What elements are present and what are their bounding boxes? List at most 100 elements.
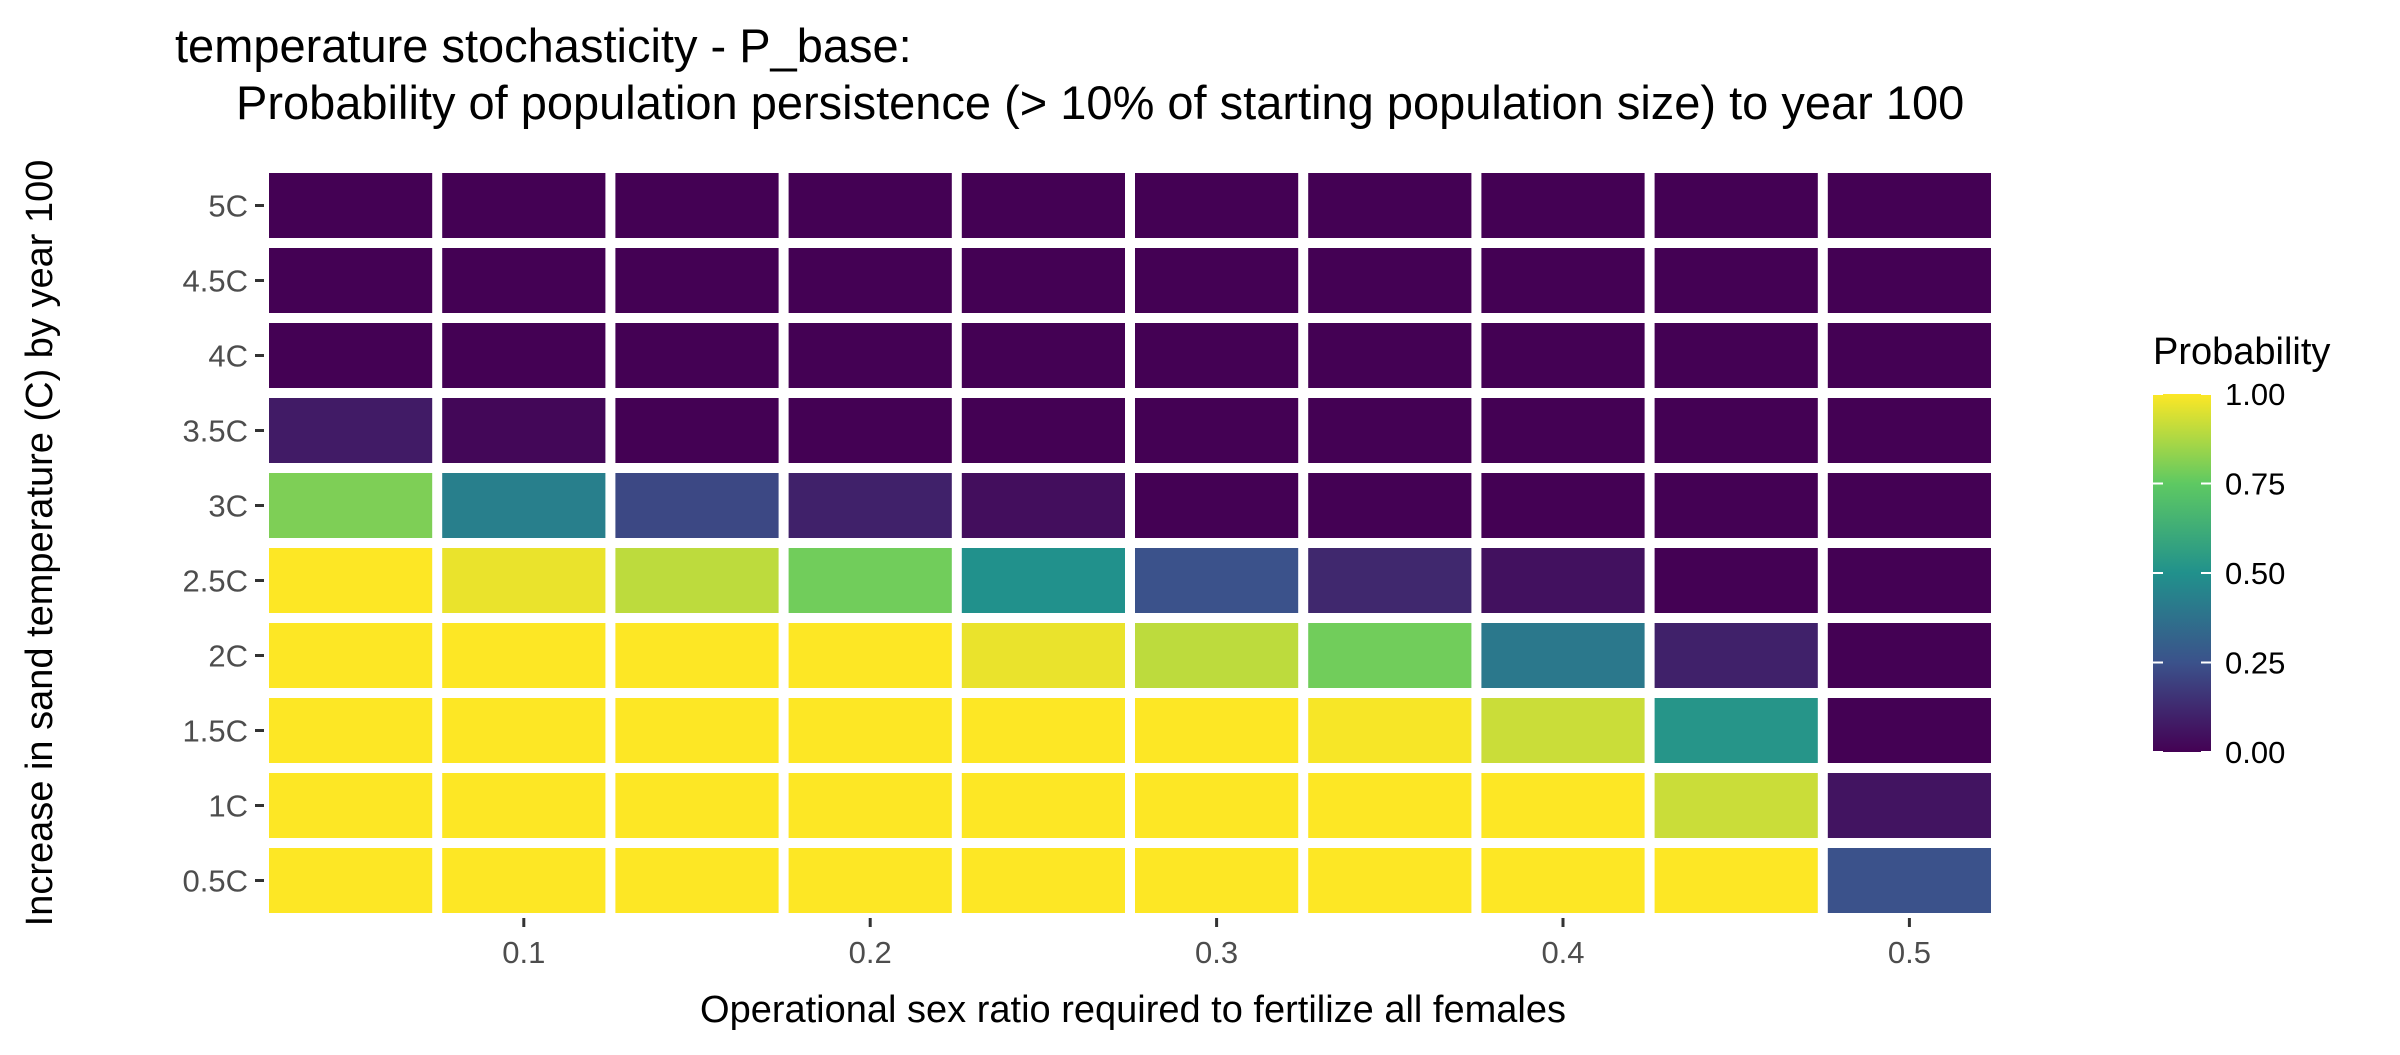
heatmap-tile <box>615 323 779 388</box>
heatmap-tile <box>1481 173 1645 238</box>
heatmap-tile <box>1481 848 1645 913</box>
heatmap-tile <box>961 848 1125 913</box>
heatmap-tile <box>1308 248 1472 313</box>
y-tick-label: 2.5C <box>183 564 248 599</box>
heatmap-tile <box>961 623 1125 688</box>
y-tick-label: 4C <box>208 339 248 374</box>
x-axis-ticks: 0.1 0.2 0.3 0.4 0.5 <box>502 918 1931 970</box>
heatmap-tile <box>615 698 779 763</box>
heatmap-tile <box>1481 398 1645 463</box>
heatmap-tiles <box>269 173 1991 913</box>
heatmap-tile <box>1308 848 1472 913</box>
heatmap-tile <box>788 473 952 538</box>
heatmap-tile <box>442 398 606 463</box>
heatmap-tile <box>442 248 606 313</box>
heatmap-tile <box>1481 548 1645 613</box>
y-tick-label: 3.5C <box>183 414 248 449</box>
heatmap-tile <box>1827 698 1991 763</box>
heatmap-tile <box>961 173 1125 238</box>
heatmap-tile <box>442 548 606 613</box>
heatmap-tile <box>1827 398 1991 463</box>
heatmap-tile <box>1827 473 1991 538</box>
legend-tick-label: 1.00 <box>2225 377 2285 412</box>
heatmap-tile <box>615 848 779 913</box>
heatmap-tile <box>1481 473 1645 538</box>
heatmap-tile <box>788 398 952 463</box>
y-tick-label: 1.5C <box>183 714 248 749</box>
heatmap-tile <box>269 773 433 838</box>
heatmap-tile <box>1135 848 1299 913</box>
heatmap-tile <box>1481 623 1645 688</box>
heatmap-tile <box>1135 773 1299 838</box>
heatmap-tile <box>1827 773 1991 838</box>
heatmap-tile <box>442 323 606 388</box>
heatmap-tile <box>1827 173 1991 238</box>
heatmap-tile <box>269 623 433 688</box>
heatmap-tile <box>1308 173 1472 238</box>
heatmap-tile <box>961 773 1125 838</box>
heatmap-tile <box>788 548 952 613</box>
x-tick-label: 0.3 <box>1195 935 1238 970</box>
heatmap-tile <box>961 323 1125 388</box>
heatmap-tile <box>1135 248 1299 313</box>
heatmap-tile <box>1135 323 1299 388</box>
heatmap-tile <box>961 548 1125 613</box>
heatmap-tile <box>442 848 606 913</box>
heatmap-tile <box>269 173 433 238</box>
legend-tick-label: 0.25 <box>2225 646 2285 681</box>
heatmap-tile <box>1135 173 1299 238</box>
heatmap-tile <box>615 623 779 688</box>
heatmap-tile <box>961 248 1125 313</box>
x-tick-label: 0.1 <box>502 935 545 970</box>
heatmap-tile <box>788 698 952 763</box>
legend-title: Probability <box>2153 331 2330 373</box>
heatmap-tile <box>1481 248 1645 313</box>
heatmap-tile <box>1827 248 1991 313</box>
heatmap-tile <box>1135 548 1299 613</box>
heatmap-tile <box>1308 398 1472 463</box>
heatmap-tile <box>442 773 606 838</box>
heatmap-tile <box>615 173 779 238</box>
legend-tick-label: 0.50 <box>2225 556 2285 591</box>
heatmap-tile <box>269 548 433 613</box>
heatmap-tile <box>1654 248 1818 313</box>
heatmap-tile <box>442 173 606 238</box>
heatmap-tile <box>615 773 779 838</box>
heatmap-tile <box>1481 323 1645 388</box>
heatmap-tile <box>1135 473 1299 538</box>
heatmap-tile <box>615 548 779 613</box>
heatmap-tile <box>1135 698 1299 763</box>
heatmap-tile <box>269 848 433 913</box>
heatmap-tile <box>961 398 1125 463</box>
heatmap-tile <box>1654 548 1818 613</box>
heatmap-tile <box>1135 398 1299 463</box>
heatmap-tile <box>1827 548 1991 613</box>
heatmap-tile <box>1827 848 1991 913</box>
heatmap-tile <box>1654 773 1818 838</box>
x-tick-label: 0.2 <box>849 935 892 970</box>
heatmap-tile <box>1135 623 1299 688</box>
heatmap-tile <box>788 773 952 838</box>
legend-tick-label: 0.75 <box>2225 467 2285 502</box>
x-tick-label: 0.4 <box>1541 935 1584 970</box>
heatmap-tile <box>442 623 606 688</box>
heatmap-tile <box>1654 173 1818 238</box>
y-tick-label: 5C <box>208 189 248 224</box>
heatmap-tile <box>788 323 952 388</box>
y-tick-label: 4.5C <box>183 264 248 299</box>
heatmap-tile <box>1308 773 1472 838</box>
heatmap-tile <box>788 623 952 688</box>
y-axis-ticks: 0.5C 1C 1.5C 2C 2.5C 3C 3.5C 4C 4.5C 5C <box>183 189 264 899</box>
heatmap-tile <box>442 698 606 763</box>
heatmap-tile <box>1654 323 1818 388</box>
heatmap-tile <box>442 473 606 538</box>
x-tick-label: 0.5 <box>1888 935 1931 970</box>
heatmap-tile <box>269 398 433 463</box>
heatmap-tile <box>1308 323 1472 388</box>
heatmap-tile <box>788 248 952 313</box>
heatmap-tile <box>788 173 952 238</box>
heatmap-tile <box>1827 323 1991 388</box>
heatmap-tile <box>961 473 1125 538</box>
